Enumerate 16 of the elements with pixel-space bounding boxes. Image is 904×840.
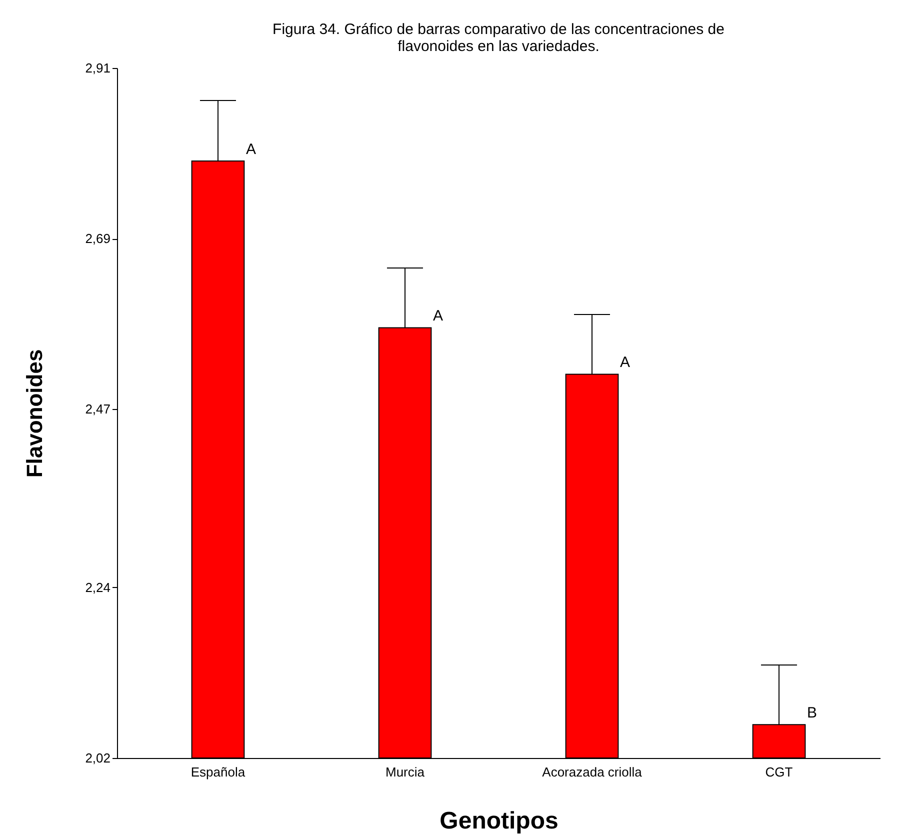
y-tick-label: 2,24 [85,580,110,595]
x-tick-label: CGT [765,764,793,780]
annotation: A [620,354,630,372]
y-tick-label: 2,69 [85,231,110,246]
x-tick-label: Española [190,764,246,780]
annotation: A [246,141,256,158]
y-tick-label: 2,91 [85,60,110,76]
x-axis-title: Genotipos [440,808,558,834]
x-tick-label: Murcia [385,764,426,780]
chart-title: Figura 34. Gráfico de barras comparativo de las concentraciones de flavonoides en las variedades. [272,21,724,55]
y-axis-title: Flavonoides [22,349,48,478]
x-tick-label: Acorazada criolla [542,764,643,780]
annotation: A [432,308,444,325]
y-tick-label: 2,47 [85,402,110,417]
y-tick-label: 2,02 [85,750,110,766]
annotation: B [807,704,818,722]
